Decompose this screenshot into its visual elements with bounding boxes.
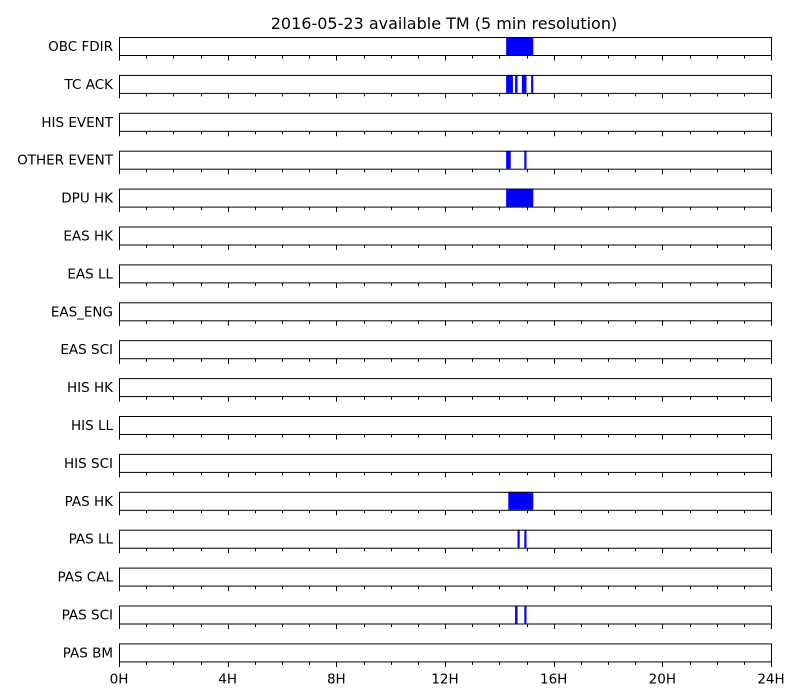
timeline-row-dpu-hk: DPU HK [61, 188, 772, 213]
row-frame-eas-eng [119, 302, 772, 322]
row-frame-eas-sci [119, 340, 772, 360]
chart-title: 2016-05-23 available TM (5 min resolutio… [271, 14, 617, 33]
row-frame-other-event [119, 150, 772, 170]
row-label-pas-sci: PAS SCI [62, 608, 113, 624]
timeline-row-his-event: HIS EVENT [41, 112, 772, 137]
row-frame-his-sci [119, 453, 772, 473]
timeline-row-pas-bm: PAS BM [63, 643, 772, 667]
x-tick-label: 0H [110, 671, 129, 687]
timeline-row-other-event: OTHER EVENT [17, 150, 772, 175]
row-frame-his-hk [119, 378, 772, 398]
row-label-eas-ll: EAS LL [67, 266, 113, 282]
timeline-row-his-hk: HIS HK [67, 378, 772, 402]
row-frame-dpu-hk [119, 188, 772, 208]
row-label-tc-ack: TC ACK [64, 77, 115, 93]
row-frame-pas-bm [119, 643, 772, 663]
row-frame-eas-hk [119, 226, 772, 246]
row-label-eas-hk: EAS HK [63, 229, 114, 245]
timeline-row-eas-ll: EAS LL [67, 264, 772, 288]
row-label-pas-hk: PAS HK [65, 494, 115, 510]
row-frame-his-ll [119, 416, 772, 435]
timeline-row-eas-sci: EAS SCI [60, 340, 772, 364]
x-tick-label: 8H [327, 671, 346, 687]
row-frame-pas-sci [119, 605, 772, 625]
row-label-eas-eng: EAS_ENG [51, 304, 113, 320]
row-label-his-hk: HIS HK [67, 380, 114, 396]
row-label-his-sci: HIS SCI [64, 456, 113, 472]
timeline-rows: OBC FDIR TC ACK HIS EVENT OTHER EVENT DPU HK… [17, 37, 772, 667]
availability-bar-tc-ack-3 [521, 74, 527, 93]
row-frame-pas-hk [119, 491, 772, 511]
availability-bar-pas-hk-1 [508, 491, 534, 510]
availability-bar-tc-ack-1 [506, 74, 513, 93]
row-label-pas-ll: PAS LL [69, 532, 114, 548]
row-frame-obc-fdir [119, 37, 772, 56]
x-tick-label: 16H [540, 671, 567, 687]
x-tick-label: 20H [649, 671, 676, 687]
row-label-pas-bm: PAS BM [63, 645, 113, 661]
row-frame-tc-ack [119, 74, 772, 94]
x-tick-label: 12H [431, 671, 458, 687]
row-frame-eas-ll [119, 264, 772, 284]
availability-bar-pas-sci-1 [515, 605, 518, 624]
row-frame-his-event [119, 112, 772, 132]
timeline-row-his-ll: HIS LL [71, 416, 772, 440]
row-label-his-ll: HIS LL [71, 418, 114, 434]
row-label-obc-fdir: OBC FDIR [48, 39, 113, 55]
row-label-pas-cal: PAS CAL [57, 570, 113, 586]
availability-bar-tc-ack-2 [515, 74, 518, 93]
timeline-row-eas-eng: EAS_ENG [51, 302, 772, 326]
availability-bar-obc-fdir-1 [506, 37, 534, 55]
x-tick-label: 24H [757, 671, 784, 687]
timeline-row-pas-sci: PAS SCI [62, 605, 772, 629]
timeline-row-pas-hk: PAS HK [65, 491, 772, 516]
row-frame-pas-cal [119, 567, 772, 587]
x-tick-label: 4H [218, 671, 237, 687]
row-label-dpu-hk: DPU HK [61, 191, 114, 207]
availability-bar-pas-ll-1 [517, 529, 520, 548]
row-label-eas-sci: EAS SCI [60, 342, 113, 358]
x-axis: 0H 4H 8H 12H 16H 20H 24H [110, 671, 785, 687]
row-label-his-event: HIS EVENT [41, 115, 113, 131]
timeline-row-tc-ack: TC ACK [64, 74, 772, 99]
availability-bar-other-event-2 [524, 150, 527, 169]
timeline-row-eas-hk: EAS HK [63, 226, 772, 250]
timeline-row-pas-cal: PAS CAL [57, 567, 772, 592]
availability-bar-dpu-hk-1 [506, 188, 534, 207]
availability-bar-pas-ll-2 [524, 529, 527, 548]
timeline-row-pas-ll: PAS LL [69, 529, 772, 554]
availability-bar-other-event-1 [506, 150, 511, 169]
row-label-other-event: OTHER EVENT [17, 153, 114, 169]
row-frame-pas-ll [119, 529, 772, 549]
timeline-row-obc-fdir: OBC FDIR [48, 37, 772, 61]
availability-bar-tc-ack-4 [531, 74, 534, 93]
availability-bar-pas-sci-2 [524, 605, 527, 624]
timeline-row-his-sci: HIS SCI [64, 453, 772, 478]
